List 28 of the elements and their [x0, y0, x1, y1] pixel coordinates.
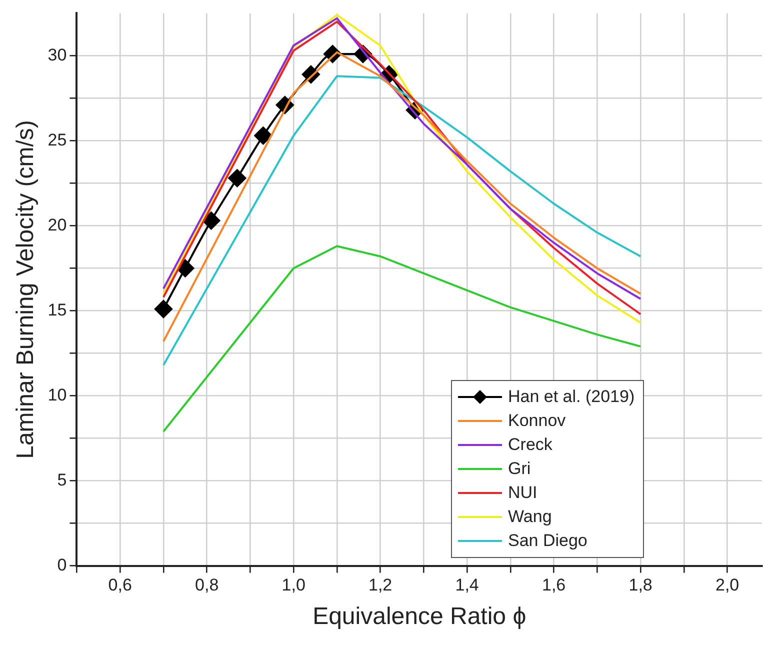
point	[202, 212, 220, 230]
x-tick-label: 2,0	[715, 576, 740, 595]
y-tick-label: 30	[48, 45, 67, 64]
y-tick-label: 0	[57, 555, 67, 574]
x-tick-label: 0,6	[108, 576, 132, 595]
x-tick-label: 1,8	[628, 576, 652, 595]
legend-label: Wang	[508, 506, 552, 527]
y-axis-title: Laminar Burning Velocity (cm/s)	[12, 120, 40, 459]
point	[154, 300, 172, 318]
legend-label: Gri	[508, 458, 531, 479]
point	[254, 126, 272, 145]
y-tick-label: 25	[48, 130, 67, 150]
legend-label: NUI	[508, 482, 538, 503]
x-tick-label: 1,6	[542, 576, 566, 595]
legend-label: Han et al. (2019)	[508, 386, 635, 407]
y-tick-label: 10	[48, 385, 67, 404]
x-tick-label: 1,2	[368, 576, 392, 595]
point	[228, 169, 246, 188]
x-tick-label: 1,0	[282, 576, 306, 595]
y-tick-label: 15	[48, 300, 67, 320]
x-tick-label: 0,8	[195, 576, 219, 595]
y-tick-label: 5	[57, 470, 67, 490]
legend-label: San Diego	[508, 530, 588, 551]
legend-label: Creck	[508, 434, 552, 455]
x-axis-title: Equivalence Ratio ϕ	[312, 603, 526, 630]
y-tick-label: 20	[48, 215, 67, 234]
x-tick-label: 1,4	[455, 576, 479, 595]
legend-label: Konnov	[508, 410, 566, 431]
